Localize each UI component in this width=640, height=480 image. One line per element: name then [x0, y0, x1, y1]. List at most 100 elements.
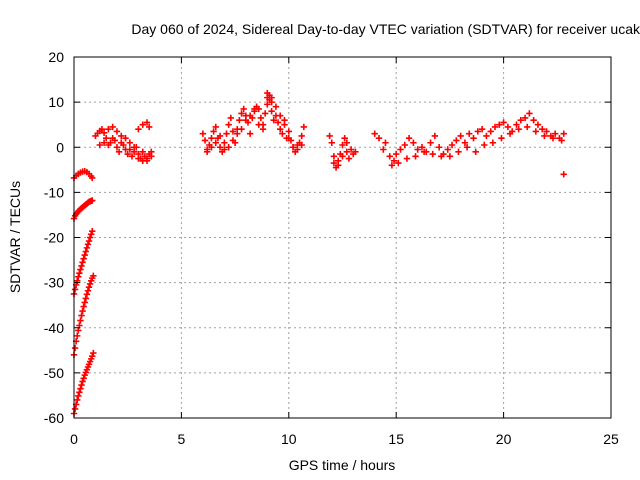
data-point — [246, 112, 254, 119]
data-point — [238, 126, 245, 133]
data-point — [515, 126, 522, 133]
data-point — [539, 126, 546, 133]
data-point — [270, 116, 277, 124]
data-point — [135, 155, 142, 162]
data-point — [86, 234, 94, 241]
data-point — [481, 141, 488, 149]
data-point — [199, 130, 207, 137]
data-point — [77, 317, 84, 324]
data-point — [489, 139, 497, 146]
data-point — [418, 144, 426, 151]
data-point — [257, 114, 265, 122]
data-point — [145, 123, 153, 131]
data-point — [532, 128, 540, 135]
data-point — [268, 94, 275, 101]
data-point — [76, 389, 83, 396]
data-point — [472, 148, 479, 155]
data-point — [343, 139, 350, 146]
data-point — [339, 153, 346, 160]
data-point — [386, 153, 393, 160]
series-early-arc-5 — [70, 349, 97, 417]
y-tick-label: 0 — [56, 139, 64, 155]
data-point — [285, 135, 292, 142]
data-point — [83, 291, 91, 298]
data-point — [268, 107, 275, 115]
x-tick-label: 10 — [281, 431, 297, 447]
data-point — [208, 144, 215, 151]
data-point — [526, 110, 533, 117]
data-point — [429, 150, 436, 158]
series-cluster-6to11h — [199, 89, 308, 155]
data-point — [513, 121, 520, 128]
data-point — [78, 381, 85, 389]
data-point — [496, 121, 503, 128]
data-point — [212, 123, 219, 131]
data-point — [122, 135, 129, 142]
data-point — [225, 121, 232, 128]
data-point — [229, 128, 237, 135]
y-tick-label: 10 — [48, 94, 64, 110]
data-point — [259, 126, 267, 133]
data-point — [82, 295, 90, 302]
data-point — [339, 141, 346, 149]
data-point — [107, 139, 114, 146]
data-point — [390, 157, 398, 164]
data-point — [393, 150, 400, 158]
data-point — [85, 237, 93, 245]
data-point — [375, 135, 383, 142]
data-point — [89, 174, 96, 182]
data-point — [466, 130, 473, 137]
data-point — [105, 126, 112, 133]
data-point — [410, 139, 417, 146]
data-point — [98, 126, 106, 133]
x-tick-label: 25 — [603, 431, 619, 447]
x-tick-label: 20 — [496, 431, 512, 447]
data-point — [80, 375, 87, 382]
data-point — [212, 139, 219, 146]
data-point — [382, 139, 389, 146]
data-point — [242, 116, 250, 124]
data-point — [330, 153, 338, 160]
data-point — [201, 137, 209, 144]
data-point — [551, 130, 559, 137]
y-tick-labels: -60 -50 -40 -30 -20 -10 0 10 20 — [44, 49, 64, 426]
data-point — [491, 123, 499, 131]
data-point — [76, 269, 83, 277]
data-point — [298, 132, 305, 140]
data-point — [289, 144, 297, 151]
data-point — [328, 139, 335, 146]
data-point — [330, 159, 338, 167]
data-point — [139, 121, 146, 128]
data-point — [504, 123, 512, 131]
data-point — [203, 146, 211, 153]
data-point — [251, 105, 258, 113]
data-point — [558, 137, 565, 144]
data-point — [277, 126, 284, 133]
data-point — [524, 123, 531, 131]
series-early-arc-4 — [70, 272, 97, 359]
data-point — [84, 287, 92, 294]
data-point — [521, 114, 529, 122]
data-point — [543, 128, 550, 135]
data-point — [115, 148, 123, 155]
data-point — [444, 146, 451, 153]
data-point — [549, 135, 557, 142]
data-point — [103, 135, 110, 142]
data-point — [221, 146, 228, 153]
data-point — [274, 119, 282, 126]
data-point — [498, 135, 505, 142]
data-point — [517, 116, 524, 124]
data-point — [438, 153, 445, 160]
data-point — [89, 227, 96, 235]
data-point — [457, 132, 464, 140]
data-point — [240, 105, 247, 113]
data-point — [530, 116, 537, 124]
y-tick-label: -60 — [44, 410, 64, 426]
data-point — [500, 119, 507, 126]
data-point — [261, 110, 269, 117]
data-point — [143, 119, 151, 126]
y-tick-label: -20 — [44, 230, 64, 246]
data-point — [75, 327, 82, 334]
data-point — [89, 197, 96, 204]
